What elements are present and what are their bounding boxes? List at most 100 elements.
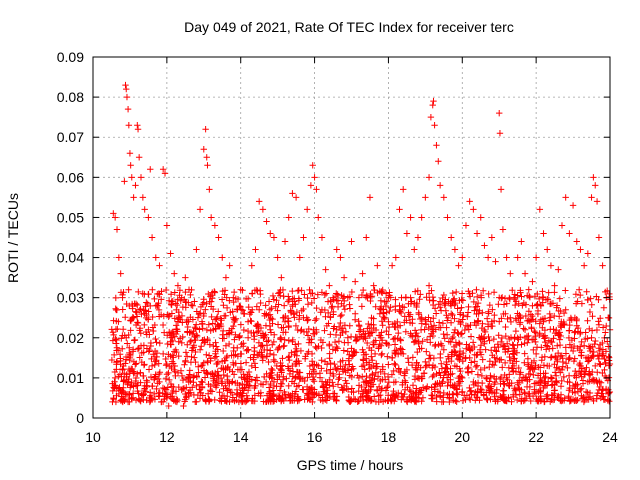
dense-point bbox=[339, 387, 346, 394]
dense-point bbox=[253, 374, 261, 381]
dense-point bbox=[580, 398, 588, 406]
dense-point bbox=[371, 376, 378, 383]
data-point bbox=[322, 378, 329, 386]
dense-point bbox=[153, 385, 160, 393]
dense-point bbox=[593, 293, 600, 300]
dense-point bbox=[527, 397, 534, 405]
data-points bbox=[110, 81, 614, 410]
data-point bbox=[278, 366, 285, 374]
dense-point bbox=[215, 308, 222, 315]
dense-point bbox=[178, 372, 186, 380]
dense-point bbox=[289, 287, 296, 295]
data-point bbox=[473, 306, 481, 313]
dense-point bbox=[237, 303, 244, 310]
dense-point bbox=[346, 372, 354, 379]
dense-point bbox=[483, 375, 491, 383]
dense-point bbox=[489, 306, 496, 313]
data-point bbox=[226, 262, 233, 269]
dense-point bbox=[334, 381, 342, 388]
dense-point bbox=[379, 363, 386, 370]
dense-point bbox=[193, 332, 201, 340]
dense-point bbox=[489, 352, 496, 359]
dense-point bbox=[230, 371, 238, 378]
dense-point bbox=[202, 398, 210, 405]
dense-point bbox=[234, 379, 241, 387]
dense-point bbox=[228, 379, 236, 386]
dense-point bbox=[162, 286, 170, 294]
dense-point bbox=[540, 362, 548, 369]
data-point bbox=[207, 298, 215, 305]
dense-point bbox=[165, 351, 172, 358]
dense-point bbox=[125, 286, 132, 293]
dense-point bbox=[259, 330, 267, 337]
dense-point bbox=[497, 356, 505, 363]
dense-point bbox=[531, 329, 539, 336]
dense-point bbox=[440, 291, 448, 299]
dense-point bbox=[221, 312, 228, 320]
dense-point bbox=[576, 361, 583, 369]
y-axis-label: ROTI / TECUs bbox=[5, 193, 21, 283]
dense-point bbox=[448, 348, 456, 356]
dense-point bbox=[322, 290, 330, 297]
dense-point bbox=[310, 378, 318, 385]
dense-point bbox=[501, 397, 508, 404]
dense-point bbox=[342, 377, 349, 384]
dense-point bbox=[472, 322, 480, 329]
data-point bbox=[156, 378, 163, 386]
dense-point bbox=[197, 389, 204, 396]
dense-point bbox=[516, 320, 524, 328]
dense-point bbox=[222, 382, 229, 389]
dense-point bbox=[378, 336, 386, 344]
dense-point bbox=[134, 319, 141, 326]
dense-point bbox=[341, 297, 348, 305]
dense-point bbox=[597, 361, 604, 368]
dense-point bbox=[364, 325, 371, 332]
dense-point bbox=[423, 362, 430, 369]
dense-point bbox=[162, 362, 170, 369]
dense-point bbox=[131, 336, 139, 344]
data-point bbox=[117, 270, 124, 277]
dense-point bbox=[598, 352, 606, 359]
dense-point bbox=[430, 322, 438, 329]
data-point bbox=[300, 314, 307, 321]
dense-point bbox=[592, 337, 599, 345]
dense-point bbox=[445, 371, 452, 379]
dense-point bbox=[118, 373, 125, 380]
dense-point bbox=[524, 292, 531, 299]
dense-point bbox=[238, 393, 245, 400]
dense-point bbox=[321, 327, 328, 334]
dense-point bbox=[482, 374, 490, 382]
dense-point bbox=[311, 317, 319, 324]
dense-point bbox=[213, 382, 221, 389]
dense-point bbox=[265, 390, 273, 397]
dense-point bbox=[417, 326, 425, 334]
data-point bbox=[189, 330, 196, 337]
dense-point bbox=[599, 385, 607, 393]
dense-point bbox=[154, 290, 161, 298]
dense-point bbox=[566, 341, 574, 348]
dense-point bbox=[230, 344, 237, 351]
dense-point bbox=[519, 302, 526, 309]
dense-point bbox=[157, 296, 165, 303]
dense-point bbox=[187, 314, 194, 321]
dense-point bbox=[510, 351, 517, 358]
dense-point bbox=[205, 290, 212, 298]
data-point bbox=[292, 358, 300, 366]
data-point bbox=[178, 386, 185, 394]
dense-point bbox=[287, 307, 294, 314]
dense-point bbox=[315, 343, 322, 350]
dense-point bbox=[484, 320, 492, 328]
dense-point bbox=[134, 301, 141, 309]
dense-point bbox=[521, 334, 529, 342]
dense-point bbox=[429, 392, 436, 399]
dense-point bbox=[548, 396, 555, 403]
dense-point bbox=[412, 389, 419, 397]
dense-point bbox=[183, 384, 190, 391]
data-point bbox=[562, 306, 569, 313]
dense-point bbox=[413, 385, 420, 392]
data-point bbox=[580, 342, 588, 349]
dense-point bbox=[513, 358, 520, 365]
dense-point bbox=[525, 308, 533, 315]
data-point bbox=[274, 346, 281, 354]
dense-point bbox=[577, 386, 584, 394]
